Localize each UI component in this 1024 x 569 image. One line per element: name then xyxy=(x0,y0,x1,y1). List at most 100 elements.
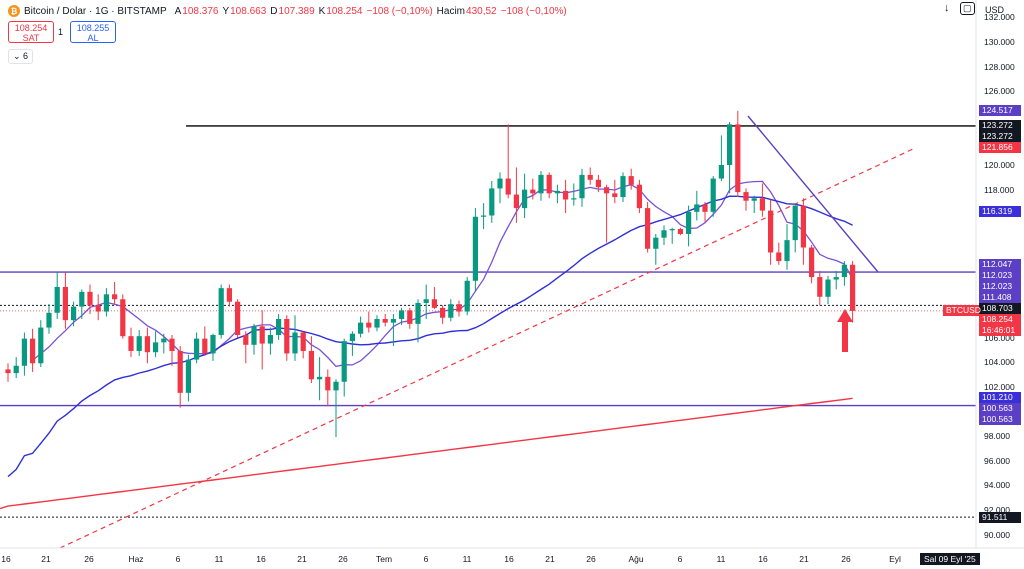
candle-body xyxy=(153,342,159,353)
y-tick-label: 92.000 xyxy=(984,505,1010,516)
candles xyxy=(5,110,856,438)
y-tick-label: 90.000 xyxy=(984,529,1010,540)
candle-body xyxy=(612,193,618,198)
candle-body xyxy=(112,294,118,300)
y-tick-label: 120.000 xyxy=(984,160,1015,171)
candle-body xyxy=(120,299,126,337)
candle-body xyxy=(169,338,175,351)
volume-value: 430,52 xyxy=(466,5,497,17)
candle-body xyxy=(472,216,478,281)
candle-body xyxy=(743,192,749,201)
y-tick-label: 106.000 xyxy=(984,332,1015,343)
price-label: 101.210 xyxy=(979,392,1021,404)
price-label: 100.563 xyxy=(979,403,1021,415)
symbol-tag: BTCUSD xyxy=(943,305,981,317)
x-tick-label: 16 xyxy=(1,554,11,564)
candle-body xyxy=(497,178,503,189)
x-tick-label: 26 xyxy=(338,554,348,564)
candle-body xyxy=(759,198,765,211)
price-label: 100.563 xyxy=(979,414,1021,426)
price-label: 123.272 xyxy=(979,120,1021,132)
y-tick-label: 102.000 xyxy=(984,381,1015,392)
candle-body xyxy=(768,210,774,253)
candle-body xyxy=(38,327,44,364)
y-tick-label: 132.000 xyxy=(984,12,1015,23)
y-tick-label: 128.000 xyxy=(984,61,1015,72)
candle-body xyxy=(267,334,273,344)
candle-body xyxy=(13,365,19,374)
candle-body xyxy=(735,124,741,193)
x-tick-label: 16 xyxy=(758,554,768,564)
candle-body xyxy=(5,369,11,374)
x-tick-label: 21 xyxy=(545,554,555,564)
sell-button[interactable]: 108.254 SAT xyxy=(8,21,54,43)
symbol-title[interactable]: Bitcoin / Dolar · 1G · BITSTAMP xyxy=(24,5,167,17)
candle-body xyxy=(776,252,782,262)
candle-body xyxy=(522,189,528,209)
candle-body xyxy=(46,312,52,328)
candle-body xyxy=(653,237,659,249)
candle-body xyxy=(276,318,282,335)
x-tick-label: Haz xyxy=(128,554,144,564)
x-tick-label: 11 xyxy=(462,554,472,564)
candle-body xyxy=(374,318,380,328)
dashed-trendline xyxy=(59,147,916,549)
x-tick-label: Ağu xyxy=(628,554,644,564)
candle-body xyxy=(645,208,651,249)
x-tick-label: 16 xyxy=(504,554,514,564)
candle-body xyxy=(850,264,856,311)
candle-body xyxy=(571,198,577,200)
candle-body xyxy=(136,336,142,351)
candle-body xyxy=(333,381,339,391)
candle-body xyxy=(579,174,585,199)
volume-change: −108 (−0,10%) xyxy=(500,5,567,17)
candle-body xyxy=(464,280,470,312)
candle-body xyxy=(284,318,290,354)
candle-body xyxy=(809,247,815,278)
candle-body xyxy=(817,277,823,297)
buy-button[interactable]: 108.255 AL xyxy=(70,21,116,43)
candle-body xyxy=(308,350,314,380)
candle-body xyxy=(620,176,626,198)
candle-body xyxy=(292,332,298,354)
y-tick-label: 126.000 xyxy=(984,86,1015,97)
candle-body xyxy=(399,310,405,319)
candle-body xyxy=(710,178,716,212)
y-tick-label: 94.000 xyxy=(984,480,1010,491)
candle-body xyxy=(235,301,241,335)
screenshot-icon[interactable]: ▢ xyxy=(960,2,975,15)
candle-body xyxy=(341,341,347,382)
candle-body xyxy=(718,165,724,179)
candle-body xyxy=(161,338,167,343)
x-tick-label: Eyl xyxy=(889,554,901,564)
indicators-toggle[interactable]: ⌄ 6 xyxy=(8,49,34,64)
download-icon[interactable]: ↓ xyxy=(944,2,950,14)
candle-body xyxy=(259,326,265,344)
change-value: −108 (−0,10%) xyxy=(366,5,433,17)
candle-body xyxy=(30,338,36,364)
candle-body xyxy=(390,318,396,323)
x-tick-label: 6 xyxy=(423,554,429,564)
candle-body xyxy=(792,205,798,241)
candle-body xyxy=(833,277,839,280)
candle-body xyxy=(87,291,93,306)
candle-body xyxy=(358,322,364,334)
y-tick-label: 118.000 xyxy=(984,184,1015,195)
x-tick-label: 26 xyxy=(84,554,94,564)
x-tick-label: 21 xyxy=(41,554,51,564)
candle-body xyxy=(79,291,85,307)
descending-trendline xyxy=(747,115,879,273)
open-value: 108.376 xyxy=(182,5,219,17)
candle-body xyxy=(727,124,733,166)
candle-body xyxy=(423,299,429,303)
candle-body xyxy=(489,188,495,216)
candle-body xyxy=(407,310,413,324)
candle-body xyxy=(661,230,667,238)
price-label: 112.023 xyxy=(979,280,1021,292)
currency-label[interactable]: USD xyxy=(985,5,1005,15)
x-tick-label: 16 xyxy=(256,554,266,564)
candle-body xyxy=(677,229,683,234)
candle-body xyxy=(513,194,519,209)
x-tick-label: Tem xyxy=(375,554,393,564)
